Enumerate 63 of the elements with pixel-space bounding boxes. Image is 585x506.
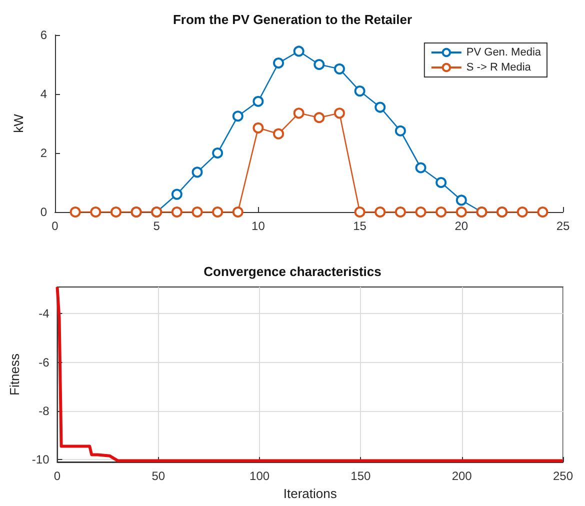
point [314, 59, 325, 70]
point [273, 58, 284, 69]
x-tick-label: 0 [54, 469, 61, 483]
point [537, 206, 548, 218]
x-tick-label: 50 [152, 469, 166, 483]
point [394, 125, 406, 136]
x-tick-label: 150 [350, 469, 372, 483]
point [192, 206, 203, 218]
point [252, 122, 264, 134]
point [273, 128, 284, 140]
point [516, 206, 528, 218]
y-tick-label: -4 [38, 306, 50, 321]
point [456, 194, 467, 206]
y-tick-label: 2 [40, 146, 48, 160]
y-tick-label: -6 [38, 355, 50, 370]
point [415, 206, 426, 218]
x-axis-title: Iterations [283, 486, 338, 501]
x-tick-label: 25 [556, 219, 570, 233]
point [110, 206, 122, 218]
x-tick-label: 15 [353, 219, 367, 233]
point [192, 166, 203, 178]
point [232, 206, 244, 218]
x-tick-label: 250 [552, 469, 574, 483]
y-axis-title: Fitness [7, 353, 22, 396]
point [456, 206, 467, 218]
point [212, 206, 224, 218]
point [252, 96, 264, 107]
point [171, 206, 182, 218]
point [293, 46, 304, 57]
point [334, 63, 345, 74]
chart-title: Convergence characteristics [204, 264, 382, 279]
chart-title: From the PV Generation to the Retailer [172, 12, 412, 27]
x-tick-label: 0 [52, 219, 59, 233]
point [334, 108, 345, 119]
point [293, 108, 304, 119]
point [314, 112, 325, 124]
y-tick-label: 6 [40, 28, 48, 42]
point [436, 177, 447, 188]
y-tick-label: 4 [40, 87, 48, 101]
point [232, 110, 244, 122]
point [415, 162, 426, 174]
point [354, 206, 366, 218]
point [90, 206, 102, 218]
legend-label: PV Gen. Media [466, 46, 542, 58]
point [354, 86, 366, 97]
x-tick-label: 100 [250, 469, 270, 483]
y-tick-label: -8 [38, 404, 50, 418]
legend-label: S -> R Media [466, 62, 532, 74]
x-tick-label: 200 [452, 469, 472, 483]
y-axis-title: kW [11, 113, 26, 133]
x-tick-label: 5 [153, 219, 160, 233]
point [436, 206, 447, 218]
point [394, 206, 406, 218]
x-tick-label: 20 [454, 219, 468, 233]
point [374, 206, 386, 218]
x-tick-label: 10 [252, 219, 266, 233]
point [212, 148, 224, 158]
point [70, 206, 81, 218]
line-series [56, 286, 564, 462]
y-tick-label: 0 [40, 205, 48, 219]
point [374, 102, 386, 113]
point [171, 188, 182, 200]
y-tick-label: -10 [32, 452, 50, 467]
